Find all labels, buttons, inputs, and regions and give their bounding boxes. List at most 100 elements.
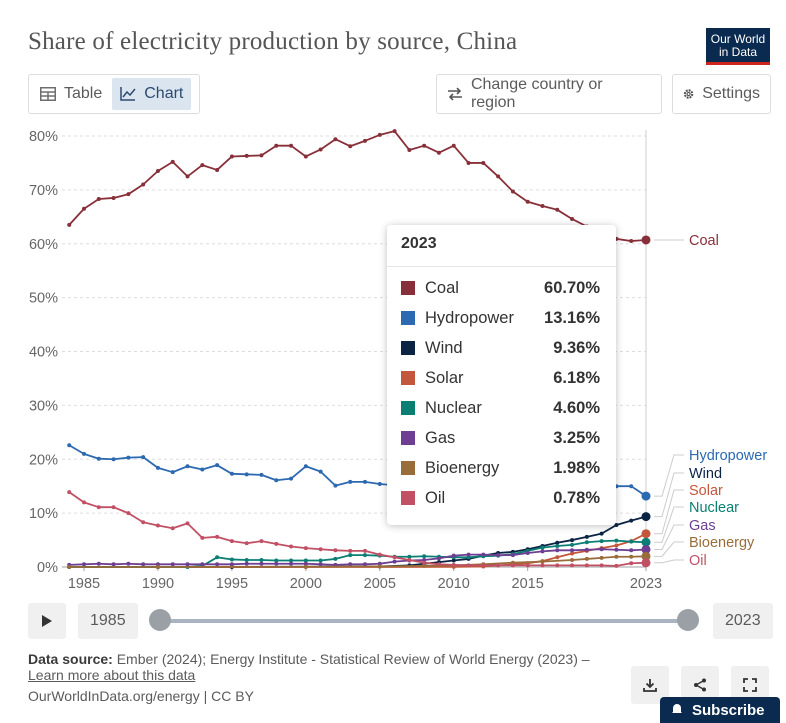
view-toggle: Table Chart [28,74,200,114]
data-point [82,562,86,566]
source-text: Ember (2024); Energy Institute - Statist… [117,651,590,667]
data-point [540,204,544,208]
data-point [67,443,71,447]
start-year[interactable]: 1985 [78,603,138,639]
data-point [570,217,574,221]
data-point [437,556,441,560]
line-chart-icon [120,87,136,101]
series-label-nuclear: Nuclear [689,500,739,516]
data-point [585,563,589,567]
data-point [629,548,633,552]
data-point [97,505,101,509]
settings-button[interactable]: Settings [672,74,771,114]
data-point [245,541,249,545]
data-point [570,548,574,552]
data-point [289,477,293,481]
series-label-bioenergy: Bioenergy [689,535,755,551]
data-point [304,565,308,569]
data-point [437,562,441,566]
data-point [289,545,293,549]
y-tick-label: 0% [37,560,58,576]
tooltip-series-value: 13.16% [544,309,600,328]
data-point [422,561,426,565]
data-point [363,139,367,143]
data-point [126,192,130,196]
share-icon [693,678,707,692]
learn-more-link[interactable]: Learn more about this data [28,667,195,683]
data-point [274,478,278,482]
timeline-track[interactable] [160,619,688,623]
timeline-end-handle[interactable] [677,609,699,631]
y-tick-label: 70% [29,183,58,199]
tooltip-series-value: 3.25% [553,429,600,448]
bell-icon [670,702,684,716]
tab-table-label: Table [64,85,102,103]
owid-logo[interactable]: Our World in Data [706,28,770,65]
data-point [378,564,382,568]
tooltip-series-name: Oil [425,489,553,508]
data-point [112,505,116,509]
data-point [467,563,471,567]
data-point [481,553,485,557]
data-point [67,565,71,569]
data-point [274,542,278,546]
tooltip-swatch [401,371,415,385]
data-point [245,472,249,476]
data-point [467,161,471,165]
series-label-coal: Coal [689,233,719,249]
end-year[interactable]: 2023 [713,603,773,639]
data-point [585,548,589,552]
data-point [82,207,86,211]
data-point [452,144,456,148]
swap-arrows-icon [447,87,463,101]
data-point [230,557,234,561]
tab-table[interactable]: Table [32,78,110,110]
data-point [319,562,323,566]
data-point [555,208,559,212]
tooltip-series-value: 1.98% [553,459,600,478]
tooltip-series-value: 4.60% [553,399,600,418]
x-tick-label: 2010 [438,576,470,592]
data-point [481,563,485,567]
settings-label: Settings [702,85,760,103]
data-point [600,532,604,536]
x-tick-label: 1995 [216,576,248,592]
subscribe-button[interactable]: Subscribe [660,697,780,723]
data-point [333,557,337,561]
data-point [171,470,175,474]
leader-line [654,560,684,563]
tooltip-series-value: 0.78% [553,489,600,508]
data-point [481,161,485,165]
data-source: Data source: Ember (2024); Energy Instit… [28,651,590,683]
data-point [437,151,441,155]
data-point [67,490,71,494]
data-point [555,548,559,552]
data-point [363,549,367,553]
data-point [259,153,263,157]
data-point [171,160,175,164]
data-point [393,560,397,564]
data-point [642,235,651,244]
tab-chart[interactable]: Chart [112,78,191,110]
play-button[interactable] [28,603,66,639]
data-point [452,563,456,567]
data-point [614,539,618,543]
data-point [540,560,544,564]
change-country-label: Change country or region [471,76,651,112]
data-point [126,511,130,515]
series-label-gas: Gas [689,518,716,534]
data-point [97,197,101,201]
data-point [614,543,618,547]
timeline-start-handle[interactable] [149,609,171,631]
data-point [156,466,160,470]
change-country-button[interactable]: Change country or region [436,74,662,114]
data-point [156,524,160,528]
data-point [570,543,574,547]
play-icon [41,614,53,628]
url-license[interactable]: OurWorldInData.org/energy | CC BY [28,688,254,704]
y-tick-label: 30% [29,398,58,414]
